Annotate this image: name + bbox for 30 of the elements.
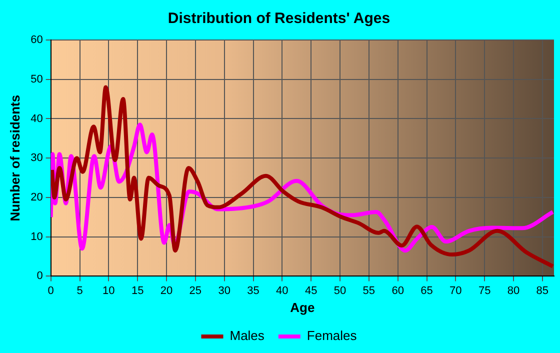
x-tick-label: 50 xyxy=(334,284,346,297)
y-tick-label: 60 xyxy=(30,34,43,46)
chart-title: Distribution of Residents' Ages xyxy=(168,10,390,28)
x-tick-label: 30 xyxy=(218,284,230,297)
x-axis-title: Age xyxy=(290,300,315,315)
x-tick-label: 65 xyxy=(420,284,433,297)
y-tick-label: 40 xyxy=(30,112,43,125)
x-tick-label: 55 xyxy=(362,284,376,297)
x-tick-label: 45 xyxy=(304,284,318,297)
x-tick-label: 5 xyxy=(76,284,83,297)
y-tick-label: 50 xyxy=(30,73,43,86)
x-tick-label: 80 xyxy=(507,284,520,297)
x-tick-label: 0 xyxy=(48,284,54,297)
y-tick-label: 10 xyxy=(30,230,43,243)
legend-label: Females xyxy=(306,328,358,344)
y-tick-label: 0 xyxy=(36,270,43,282)
y-axis-title: Number of residents xyxy=(7,94,22,222)
x-tick-label: 40 xyxy=(276,284,288,297)
y-tick-label: 30 xyxy=(30,152,43,164)
x-tick-label: 15 xyxy=(131,284,144,297)
x-tick-label: 35 xyxy=(247,284,260,297)
x-tick-label: 70 xyxy=(450,284,462,297)
x-tick-label: 85 xyxy=(536,284,549,297)
x-tick-label: 75 xyxy=(478,284,491,297)
x-tick-label: 10 xyxy=(102,284,115,297)
y-tick-label: 20 xyxy=(30,192,43,204)
x-tick-label: 20 xyxy=(160,284,173,297)
x-tick-label: 60 xyxy=(392,284,404,297)
x-tick-label: 25 xyxy=(189,284,202,297)
legend-label: Males xyxy=(230,328,265,344)
